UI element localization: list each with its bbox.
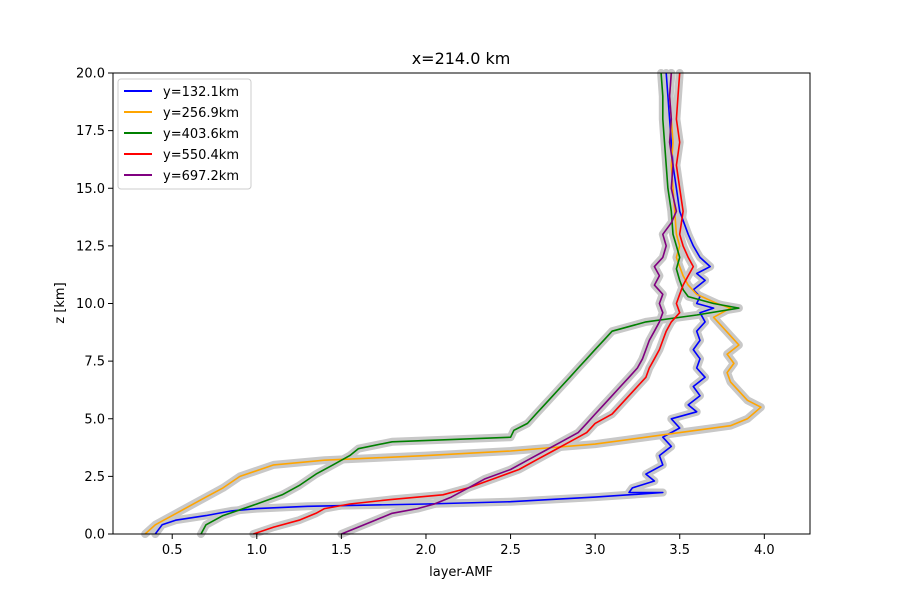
series-line-4 — [253, 72, 695, 535]
series-line-2 — [144, 72, 762, 535]
x-tick-label: 0.5 — [162, 543, 183, 558]
x-tick-label: 4.0 — [754, 543, 775, 558]
legend-entry-label: y=550.4km — [163, 148, 239, 163]
legend-entry-label: y=403.6km — [163, 127, 239, 142]
y-axis-ticks: 0.0 2.5 5.0 7.5 10.0 12.5 15.0 17.5 20.0 — [76, 67, 113, 543]
y-tick-label: 0.0 — [84, 528, 105, 543]
series-line-5 — [341, 72, 678, 535]
x-tick-label: 2.5 — [500, 543, 521, 558]
legend-frame — [117, 78, 252, 190]
legend-entry-label: y=256.9km — [163, 106, 239, 121]
x-axis-label: layer-AMF — [429, 565, 493, 580]
y-tick-label: 10.0 — [76, 297, 105, 312]
series-line-1 — [154, 72, 715, 535]
y-tick-label: 12.5 — [76, 239, 105, 254]
y-tick-label: 7.5 — [84, 355, 105, 370]
y-tick-label: 15.0 — [76, 182, 105, 197]
x-tick-label: 3.0 — [585, 543, 606, 558]
chart-title: x=214.0 km — [412, 49, 511, 68]
y-tick-label: 17.5 — [76, 124, 105, 139]
legend: y=132.1km y=256.9km y=403.6km y=550.4km y=69… — [117, 78, 252, 190]
uncertainty-band-5 — [337, 69, 681, 538]
x-tick-label: 1.5 — [331, 543, 352, 558]
x-axis-ticks: 0.5 1.0 1.5 2.0 2.5 3.0 3.5 4.0 — [162, 534, 775, 558]
series-lines — [144, 72, 762, 535]
uncertainty-band-4 — [249, 69, 698, 538]
y-tick-label: 20.0 — [76, 67, 105, 82]
legend-entry-label: y=697.2km — [163, 169, 239, 184]
x-tick-label: 3.5 — [669, 543, 690, 558]
series-line-3 — [200, 72, 740, 535]
y-tick-label: 5.0 — [84, 412, 105, 427]
y-tick-label: 2.5 — [84, 470, 105, 485]
y-axis-label: z [km] — [53, 282, 68, 323]
x-tick-label: 1.0 — [246, 543, 267, 558]
legend-entry-label: y=132.1km — [163, 85, 239, 100]
x-tick-label: 2.0 — [416, 543, 437, 558]
